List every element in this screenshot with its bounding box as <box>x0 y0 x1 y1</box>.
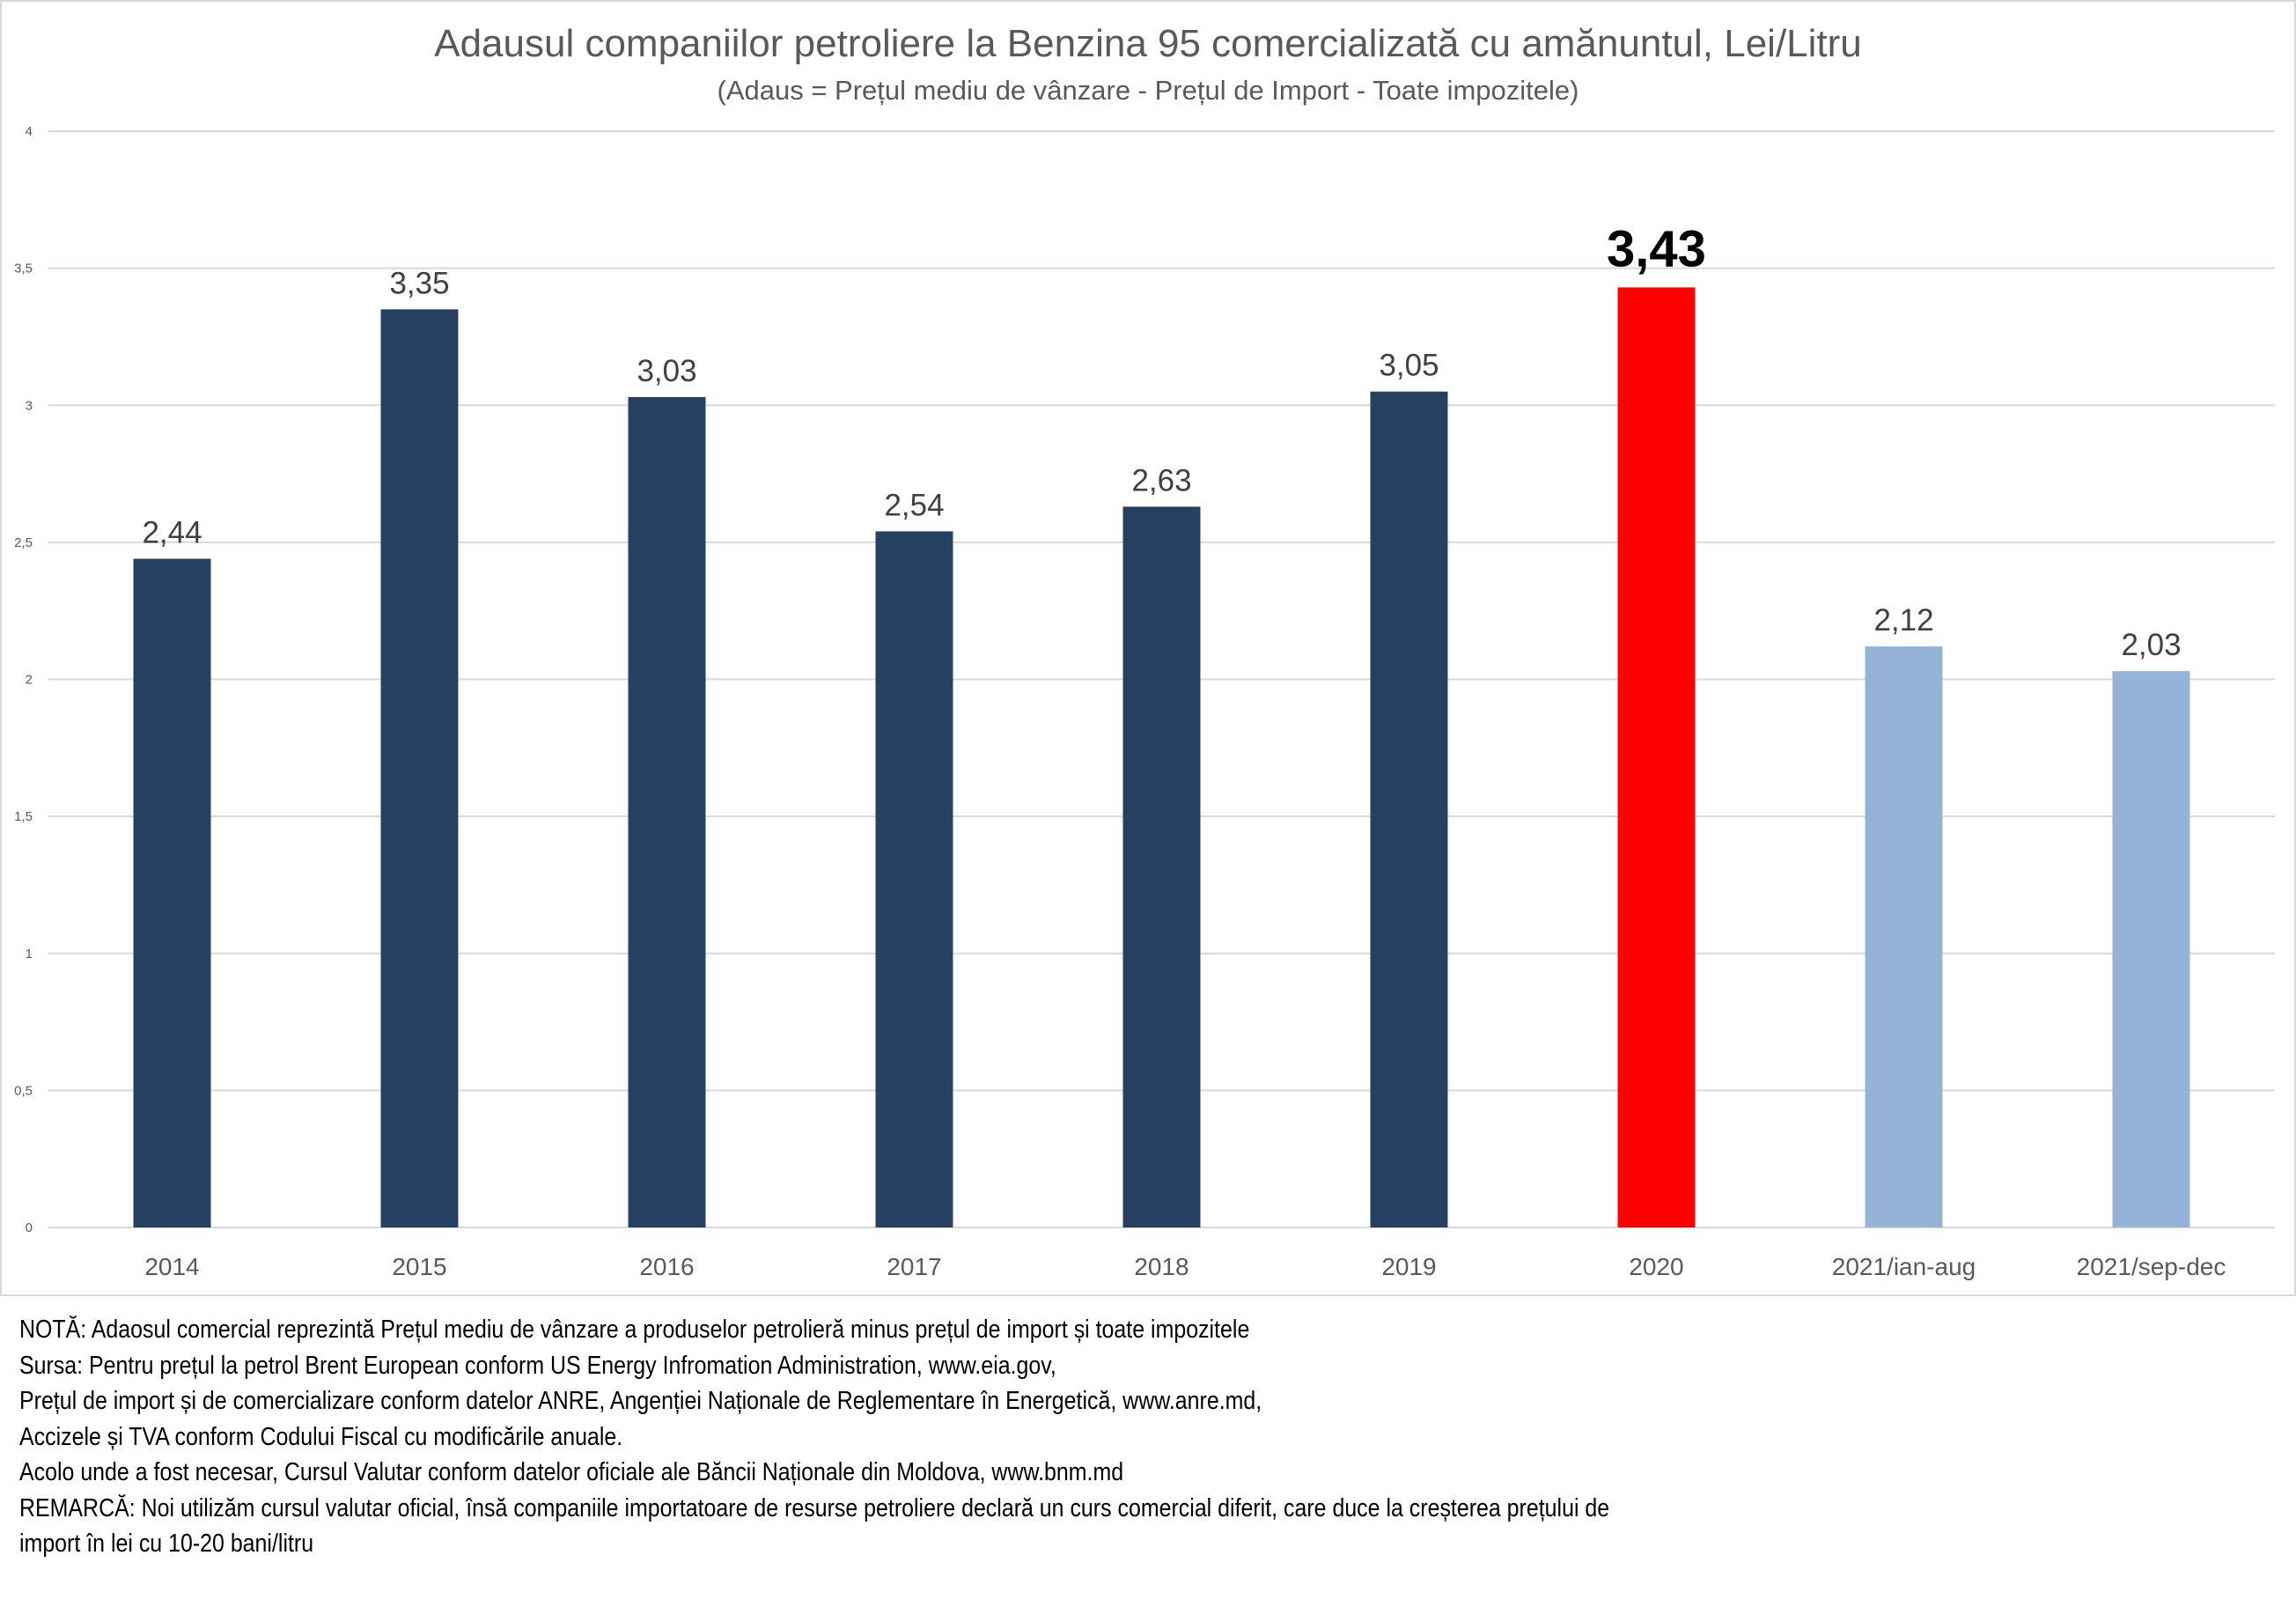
bars <box>133 287 2190 1228</box>
note-accize: Accizele și TVA conform Codului Fiscal c… <box>19 1422 623 1451</box>
data-label: 2,03 <box>2121 628 2181 662</box>
chart-title: Adausul companiilor petroliere la Benzin… <box>434 22 1862 65</box>
note-sursa: Sursa: Pentru prețul la petrol Brent Eur… <box>19 1351 1056 1380</box>
x-tick-label: 2017 <box>887 1253 941 1280</box>
y-tick-label: 0 <box>26 1220 33 1235</box>
x-tick-label: 2016 <box>639 1253 694 1280</box>
bar-2018 <box>1122 506 1201 1227</box>
x-tick-label: 2019 <box>1381 1253 1436 1280</box>
bar-chart: Adausul companiilor petroliere la Benzin… <box>14 22 2275 1280</box>
bar-2020 <box>1617 287 1696 1228</box>
x-tick-label: 2020 <box>1629 1253 1683 1280</box>
data-label: 2,44 <box>142 516 202 550</box>
data-label: 3,35 <box>389 266 449 300</box>
bar-2021-ian-aug <box>1865 646 1943 1227</box>
data-labels: 2,44 3,35 3,03 2,54 2,63 3,05 3,43 2,12 2,03 <box>142 220 2181 662</box>
chart-subtitle: (Adaus = Prețul mediu de vânzare - Prețu… <box>718 75 1579 106</box>
data-label: 2,54 <box>884 488 944 522</box>
note-remarca-cont: import în lei cu 10-20 bani/litru <box>19 1530 314 1558</box>
data-label: 3,43 <box>1607 220 1706 277</box>
y-tick-label: 4 <box>26 124 33 139</box>
bar-2015 <box>380 309 459 1227</box>
data-label: 3,05 <box>1379 349 1439 383</box>
x-tick-label: 2014 <box>144 1253 199 1280</box>
note-anre: Prețul de import și de comercializare co… <box>19 1387 1262 1415</box>
bar-2016 <box>628 396 706 1228</box>
x-tick-label: 2015 <box>392 1253 446 1280</box>
x-tick-label: 2018 <box>1134 1253 1188 1280</box>
x-axis-ticks: 2014 2015 2016 2017 2018 2019 2020 2021/ian-aug… <box>144 1253 2226 1280</box>
bar-2014 <box>133 558 211 1227</box>
data-label: 2,63 <box>1131 463 1191 498</box>
note-nota: NOTĂ: Adaosul comercial reprezintă Prețu… <box>19 1316 1250 1344</box>
bar-2021-sep-dec <box>2112 671 2190 1227</box>
y-tick-label: 2,5 <box>14 535 33 550</box>
y-tick-label: 3 <box>26 398 33 413</box>
x-tick-label: 2021/ian-aug <box>1832 1253 1976 1280</box>
note-curs-valutar: Acolo unde a fost necesar, Cursul Valuta… <box>19 1458 1124 1486</box>
y-tick-label: 0,5 <box>14 1083 33 1098</box>
y-tick-label: 3,5 <box>14 262 33 276</box>
bar-2017 <box>875 531 953 1227</box>
notes-section: NOTĂ: Adaosul comercial reprezintă Prețu… <box>19 1312 2273 1562</box>
y-tick-label: 2 <box>26 673 33 688</box>
bar-2019 <box>1370 391 1448 1227</box>
y-tick-label: 1 <box>26 947 33 962</box>
data-label: 3,03 <box>637 354 696 388</box>
data-label: 2,12 <box>1873 603 1933 638</box>
y-axis-ticks: 0 0,5 1 1,5 2 2,5 3 3,5 4 <box>14 124 33 1235</box>
x-tick-label: 2021/sep-dec <box>2077 1253 2226 1280</box>
note-remarca: REMARCĂ: Noi utilizăm cursul valutar ofi… <box>19 1493 1610 1522</box>
y-tick-label: 1,5 <box>14 809 33 824</box>
